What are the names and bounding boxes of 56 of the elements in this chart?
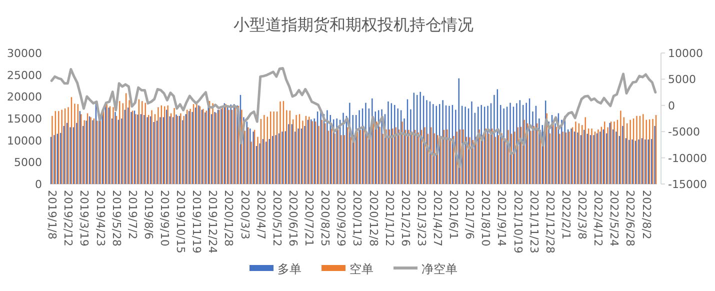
y-tick-label: 0: [35, 178, 42, 191]
x-tick-label: 2020/9/29: [334, 190, 348, 246]
x-tick-label: 2021/3/23: [414, 190, 428, 246]
x-tick-label: 2020/8/25: [318, 190, 332, 246]
x-tick-label: 2021/12/28: [543, 190, 556, 254]
x-tick-label: 2021/7/6: [463, 190, 476, 240]
y-tick-label: 25000: [7, 68, 42, 82]
x-tick-label: 2021/10/19: [511, 190, 524, 254]
x-tick-label: 2021/6/1: [447, 190, 460, 240]
x-tick-label: 2019/5/28: [110, 190, 123, 246]
x-tick-label: 2022/2/1: [559, 190, 572, 240]
x-tick-label: 2021/1/12: [382, 190, 396, 246]
line-series: [50, 66, 657, 168]
x-tick-label: 2019/4/23: [94, 190, 107, 246]
x-tick-label: 2022/8/2: [640, 190, 653, 240]
x-tick-label: 2019/3/19: [78, 190, 91, 246]
x-tick-label: 2019/12/24: [206, 190, 220, 254]
y-tick-label: 30000: [7, 47, 42, 60]
x-tick-label: 2020/4/7: [254, 190, 268, 240]
x-tick-label: 2020/1/28: [222, 190, 236, 246]
legend-label: 空单: [350, 262, 374, 276]
y-tick-label: 20000: [7, 90, 42, 104]
x-tick-label: 2020/3/3: [238, 190, 252, 240]
x-tick-label: 2020/12/8: [366, 190, 380, 246]
y2-tick-label: -5000: [668, 126, 700, 139]
legend-label: 净空单: [422, 262, 458, 276]
x-tick-label: 2022/3/8: [576, 190, 589, 240]
x-tick-label: 2019/7/2: [126, 190, 139, 240]
x-tick-label: 2021/11/23: [527, 190, 540, 254]
y2-tick-label: -10000: [668, 152, 707, 165]
y2-tick-label: 10000: [668, 47, 703, 60]
y-tick-label: 15000: [7, 112, 42, 126]
x-tick-label: 2022/5/24: [608, 190, 621, 246]
x-tick-label: 2022/4/12: [592, 190, 605, 246]
x-tick-label: 2019/1/8: [46, 190, 59, 240]
x-tick-label: 2020/6/16: [286, 190, 300, 246]
y-tick-label: 5000: [14, 156, 42, 170]
x-tick-label: 2021/2/16: [398, 190, 412, 246]
x-tick-label: 2021/8/10: [479, 190, 492, 246]
y-tick-label: 10000: [7, 134, 42, 148]
x-tick-label: 2019/11/19: [190, 190, 204, 254]
x-tick-label: 2022/6/28: [624, 190, 637, 246]
x-tick-label: 2019/2/12: [62, 190, 75, 246]
x-tick-label: 2020/5/12: [270, 190, 284, 246]
x-tick-label: 2019/9/10: [158, 190, 172, 246]
x-tick-label: 2020/11/3: [350, 190, 364, 246]
y2-tick-label: 0: [668, 99, 675, 112]
y2-tick-label: -15000: [668, 178, 707, 191]
x-tick-label: 2021/4/27: [430, 190, 444, 246]
legend-label: 多单: [278, 262, 302, 276]
x-tick-label: 2019/10/15: [174, 190, 188, 254]
x-tick-label: 2020/7/21: [302, 190, 316, 246]
y2-tick-label: 5000: [668, 73, 696, 86]
x-tick-label: 2019/8/6: [142, 190, 155, 240]
x-tick-label: 2021/9/14: [495, 190, 508, 246]
chart-title: 小型道指期货和期权投机持仓情况: [234, 15, 474, 34]
